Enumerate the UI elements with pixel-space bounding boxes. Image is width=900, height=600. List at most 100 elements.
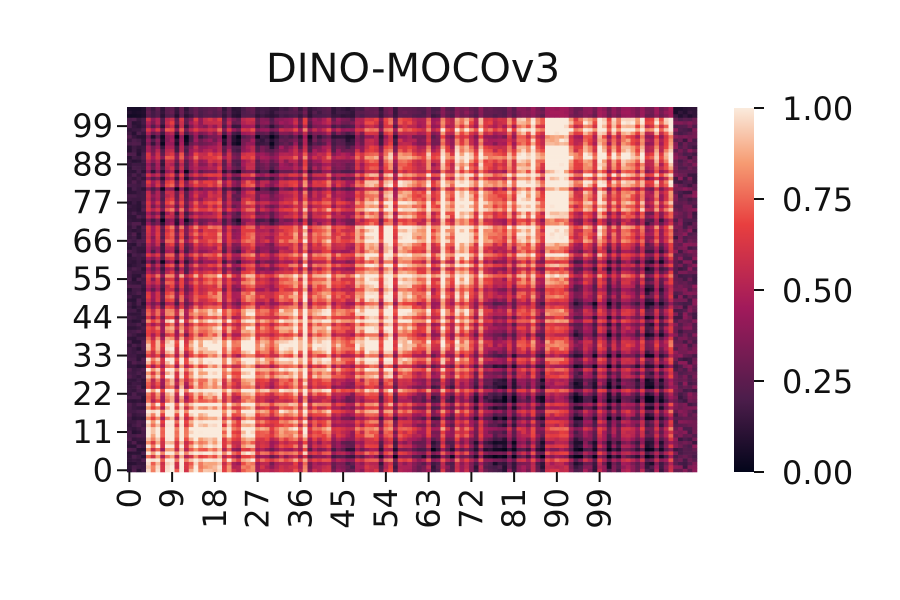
- heatmap-cell: [288, 350, 294, 355]
- heatmap-cell: [150, 367, 156, 372]
- heatmap-cell: [245, 433, 251, 438]
- heatmap-cell: [659, 419, 665, 424]
- heatmap-cell: [241, 378, 247, 382]
- heatmap-cell: [635, 336, 641, 341]
- heatmap-cell: [616, 419, 622, 424]
- heatmap-cell: [378, 371, 384, 375]
- heatmap-cell: [188, 385, 194, 389]
- heatmap-cell: [307, 395, 313, 400]
- heatmap-cell: [241, 437, 247, 442]
- heatmap-cell: [302, 350, 308, 355]
- heatmap-cell: [345, 343, 351, 348]
- heatmap-cell: [635, 430, 641, 435]
- heatmap-cell: [245, 343, 251, 348]
- heatmap-cell: [260, 468, 266, 473]
- heatmap-cell: [274, 364, 280, 369]
- heatmap-cell: [383, 451, 389, 455]
- heatmap-cell: [416, 447, 422, 452]
- heatmap-cell: [659, 332, 665, 337]
- heatmap-cell: [421, 353, 427, 358]
- heatmap-cell: [203, 458, 209, 462]
- heatmap-cell: [478, 336, 484, 341]
- heatmap-cell: [687, 350, 693, 355]
- heatmap-cell: [369, 402, 375, 407]
- heatmap-cell: [488, 392, 494, 396]
- heatmap-cell: [421, 378, 427, 382]
- heatmap-cell: [245, 451, 251, 455]
- heatmap-cell: [388, 392, 394, 396]
- heatmap-cell: [488, 412, 494, 417]
- heatmap-cell: [483, 326, 489, 330]
- heatmap-cell: [326, 437, 332, 442]
- heatmap-cell: [606, 419, 612, 424]
- heatmap-cell: [421, 402, 427, 407]
- heatmap-cell: [616, 412, 622, 417]
- heatmap-cell: [188, 329, 194, 334]
- heatmap-cell: [279, 423, 285, 428]
- heatmap-cell: [350, 371, 356, 375]
- heatmap-cell: [198, 346, 204, 351]
- heatmap-cell: [625, 465, 631, 469]
- heatmap-cell: [445, 360, 451, 365]
- heatmap-cell: [568, 381, 574, 386]
- heatmap-cell: [383, 374, 389, 379]
- heatmap-cell: [160, 392, 166, 396]
- heatmap-cell: [663, 444, 669, 448]
- heatmap-cell: [559, 426, 565, 431]
- heatmap-cell: [692, 423, 698, 428]
- heatmap-cell: [559, 416, 565, 421]
- heatmap-cell: [540, 360, 546, 365]
- heatmap-cell: [340, 426, 346, 431]
- heatmap-cell: [279, 430, 285, 435]
- heatmap-cell: [374, 437, 380, 442]
- heatmap-cell: [146, 332, 152, 337]
- heatmap-cell: [350, 388, 356, 393]
- heatmap-cell: [421, 364, 427, 369]
- heatmap-cell: [516, 399, 522, 403]
- heatmap-cell: [364, 465, 370, 469]
- heatmap-cell: [545, 399, 551, 403]
- heatmap-cell: [321, 332, 327, 337]
- heatmap-cell: [521, 367, 527, 372]
- heatmap-cell: [630, 402, 636, 407]
- heatmap-cell: [440, 430, 446, 435]
- heatmap-cell: [345, 392, 351, 396]
- heatmap-cell: [188, 447, 194, 452]
- heatmap-cell: [687, 468, 693, 473]
- heatmap-cell: [678, 402, 684, 407]
- heatmap-cell: [150, 353, 156, 358]
- heatmap-cell: [203, 378, 209, 382]
- heatmap-cell: [682, 409, 688, 414]
- heatmap-cell: [255, 343, 261, 348]
- heatmap-cell: [483, 350, 489, 355]
- heatmap-cell: [621, 388, 627, 393]
- heatmap-cell: [469, 437, 475, 442]
- heatmap-cell: [212, 461, 218, 466]
- heatmap-cell: [412, 433, 418, 438]
- heatmap-cell: [526, 447, 532, 452]
- heatmap-cell: [616, 346, 622, 351]
- heatmap-cell: [288, 405, 294, 410]
- heatmap-cell: [611, 423, 617, 428]
- heatmap-cell: [549, 399, 555, 403]
- heatmap-cell: [625, 440, 631, 445]
- heatmap-cell: [464, 402, 470, 407]
- heatmap-cell: [184, 399, 190, 403]
- heatmap-cell: [583, 346, 589, 351]
- heatmap-cell: [602, 343, 608, 348]
- heatmap-cell: [597, 433, 603, 438]
- heatmap-cell: [340, 465, 346, 469]
- heatmap-cell: [502, 430, 508, 435]
- heatmap-cell: [640, 360, 646, 365]
- heatmap-cell: [621, 402, 627, 407]
- heatmap-cell: [217, 458, 223, 462]
- heatmap-cell: [540, 350, 546, 355]
- heatmap-cell: [682, 350, 688, 355]
- heatmap-cell: [459, 381, 465, 386]
- heatmap-cell: [174, 409, 180, 414]
- heatmap-cell: [298, 405, 304, 410]
- heatmap-cell: [255, 409, 261, 414]
- heatmap-cell: [321, 371, 327, 375]
- heatmap-cell: [602, 374, 608, 379]
- heatmap-cell: [668, 360, 674, 365]
